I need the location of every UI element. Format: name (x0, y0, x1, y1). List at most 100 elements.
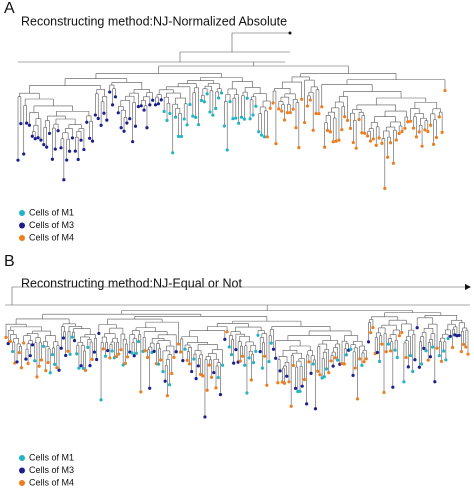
leaf (55, 366, 59, 370)
leaf (371, 137, 375, 141)
leaf (122, 129, 126, 133)
leaf (426, 129, 430, 134)
leaf (37, 364, 41, 368)
leaf (95, 357, 99, 362)
leaf (50, 157, 54, 161)
leaf (231, 117, 235, 121)
leaf (114, 354, 119, 359)
leaf (351, 140, 355, 145)
leaf (163, 379, 167, 383)
leaf (357, 117, 361, 122)
leaf (59, 346, 63, 350)
leaf (345, 118, 350, 122)
leaf (377, 136, 381, 140)
legend-label: Cells of M1 (29, 452, 74, 462)
leaf (397, 334, 402, 338)
leaf (308, 98, 312, 102)
leaf (108, 356, 112, 360)
leaf (340, 128, 344, 132)
leaf (136, 105, 140, 109)
leaf (433, 380, 437, 384)
leaf (400, 129, 404, 134)
leaf (176, 342, 181, 346)
leaf (190, 369, 194, 374)
leaf (414, 135, 418, 139)
leaf (464, 345, 468, 349)
leaf (79, 364, 83, 368)
leaf (443, 88, 447, 93)
leaf (424, 349, 428, 353)
leaf (311, 128, 315, 132)
leaf (219, 91, 224, 95)
leaf (110, 103, 115, 107)
leaf (145, 126, 149, 130)
leaf (391, 161, 396, 165)
leaf (437, 354, 441, 358)
leaf (47, 131, 52, 136)
leaf (461, 342, 466, 347)
leaf (11, 349, 15, 354)
leaf (192, 357, 196, 361)
legend-swatch (19, 455, 25, 461)
leaf (271, 347, 276, 351)
leaf (181, 358, 185, 363)
leaf (156, 102, 161, 106)
leaf (97, 331, 101, 336)
leaf (171, 151, 175, 155)
leaf (404, 355, 408, 360)
leaf (96, 116, 100, 121)
leaf (88, 136, 92, 140)
leaf (76, 157, 80, 162)
legend-label: Cells of M4 (29, 232, 74, 242)
leaf (159, 98, 163, 102)
leaf (293, 386, 298, 390)
leaf (394, 138, 398, 142)
leaf (386, 155, 390, 159)
leaf (208, 110, 212, 114)
leaf (123, 361, 127, 366)
leaf (165, 118, 169, 122)
leaf (225, 148, 229, 152)
leaf (413, 358, 417, 362)
leaf (53, 147, 57, 151)
leaf (65, 158, 69, 162)
leaf (176, 134, 181, 138)
leaf (314, 111, 318, 116)
leaf (331, 140, 335, 144)
leaf (170, 371, 174, 376)
leaf (305, 104, 310, 108)
leaf (187, 362, 192, 366)
leaf (358, 357, 362, 361)
leaf (86, 345, 90, 349)
leaf (205, 92, 209, 96)
leaf (142, 108, 146, 112)
leaf (323, 145, 327, 149)
leaf (90, 357, 94, 361)
leaf (457, 333, 461, 338)
leaf (106, 348, 110, 353)
leaf (48, 371, 52, 375)
leaf (128, 117, 132, 121)
leaf (167, 383, 172, 387)
leaf (335, 358, 340, 362)
leaf (148, 386, 152, 390)
leaf (201, 374, 205, 378)
leaf (137, 340, 141, 344)
legend-label: Cells of M1 (29, 207, 74, 217)
leaf (110, 349, 114, 353)
leaf (15, 360, 19, 364)
leaf (328, 130, 332, 134)
panel-title: Reconstructing method:NJ-Normalized Abso… (21, 14, 287, 28)
leaf (302, 377, 307, 382)
leaf (223, 337, 227, 341)
leaf (318, 373, 322, 377)
legend-swatch (19, 210, 25, 216)
leaf (363, 131, 367, 135)
leaf (377, 359, 382, 364)
leaf (77, 366, 81, 370)
leaf (417, 130, 421, 134)
leaf (353, 366, 357, 370)
leaf (82, 147, 86, 152)
leaf (205, 388, 209, 392)
leaf (168, 111, 172, 116)
